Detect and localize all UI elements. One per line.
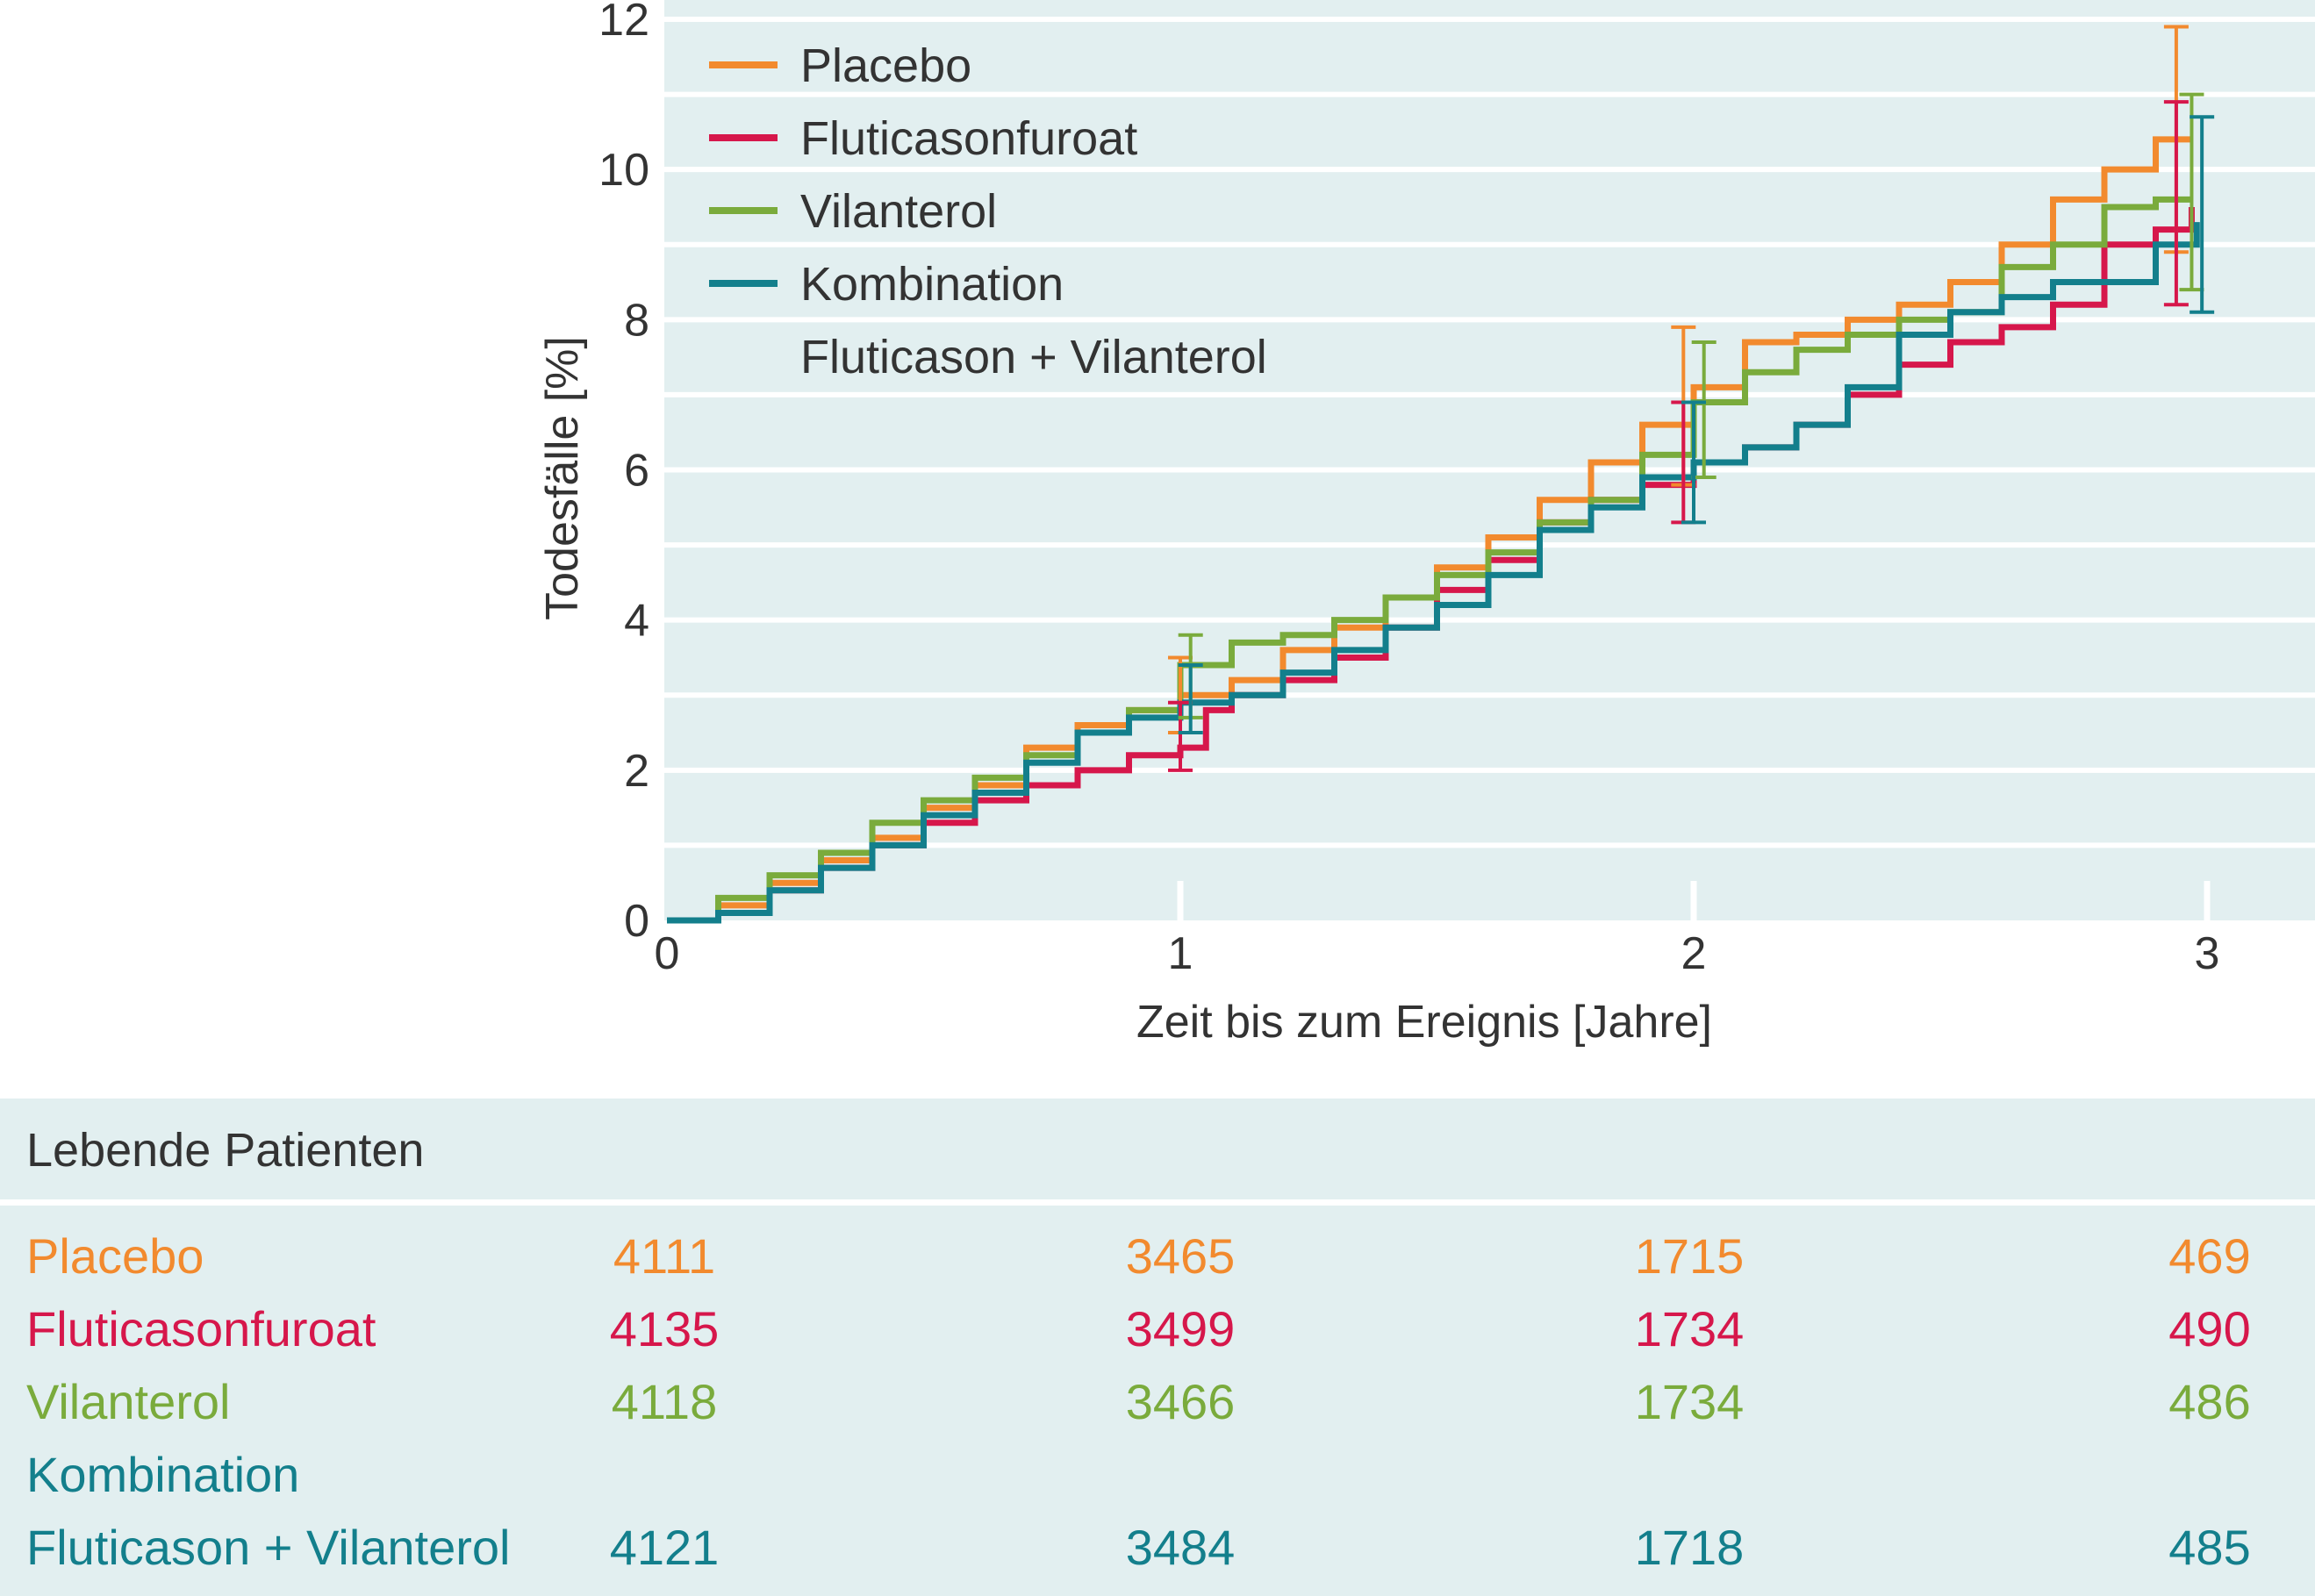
table-cell: 4111 (613, 1228, 716, 1284)
legend-label: Vilanterol (800, 185, 997, 238)
legend: Placebo Fluticasonfuroat Vilanterol Kombina… (709, 39, 1267, 383)
y-tick-label: 12 (598, 0, 649, 46)
y-tick-label: 2 (624, 746, 649, 797)
legend-label: Fluticason + Vilanterol (800, 331, 1267, 383)
table-cell: 3465 (1125, 1228, 1236, 1284)
y-tick-label: 6 (624, 446, 649, 497)
table-cell: 3466 (1125, 1374, 1236, 1429)
table-cell: 3484 (1125, 1520, 1236, 1575)
x-tick-label: 2 (1681, 928, 1707, 979)
y-tick-label: 4 (624, 596, 649, 647)
legend-label: Kombination (800, 258, 1064, 311)
series-lines (667, 136, 2200, 924)
table-divider (0, 1199, 2315, 1206)
table-cell: 4121 (609, 1520, 720, 1575)
x-tick-label: 1 (1168, 928, 1193, 979)
y-axis-label: Todesfälle [%] (537, 336, 588, 620)
table-cell: 4118 (611, 1374, 718, 1429)
plot-area (664, 0, 2315, 920)
error-bars (1168, 25, 2215, 772)
table-cell: 469 (2168, 1228, 2251, 1284)
table-row-label: Fluticason + Vilanterol (26, 1520, 511, 1575)
patients-table: Lebende Patienten Placebo 4111 3465 1715 469… (0, 1099, 2315, 1596)
x-tick-label: 3 (2195, 928, 2220, 979)
legend-label: Fluticasonfuroat (800, 112, 1137, 165)
table-cell: 3499 (1125, 1301, 1236, 1356)
x-axis-ticks: 0 1 2 3 (655, 881, 2220, 979)
y-tick-label: 0 (624, 896, 649, 947)
table-row-label: Placebo (26, 1228, 204, 1284)
gridlines (664, 17, 2315, 924)
y-axis-ticks: 0 2 4 6 8 10 12 (598, 0, 649, 947)
table-cell: 1734 (1634, 1374, 1745, 1429)
x-tick-label: 0 (655, 928, 680, 979)
table-cell: 1718 (1634, 1520, 1745, 1575)
legend-label: Placebo (800, 39, 971, 92)
table-cell: 490 (2168, 1301, 2251, 1356)
table-cell: 1715 (1634, 1228, 1745, 1284)
table-row-label: Fluticasonfuroat (26, 1301, 376, 1356)
table-title: Lebende Patienten (26, 1124, 425, 1177)
table-row-label: Vilanterol (26, 1374, 231, 1429)
series-line-kombination (667, 222, 2200, 924)
y-tick-label: 8 (624, 295, 649, 346)
table-cell: 485 (2168, 1520, 2251, 1575)
x-axis-label: Zeit bis zum Ereignis [Jahre] (1136, 997, 1712, 1048)
table-cell: 4135 (609, 1301, 720, 1356)
y-tick-label: 10 (598, 145, 649, 196)
table-cell: 486 (2168, 1374, 2251, 1429)
table-row-label: Kombination (26, 1447, 300, 1502)
table-cell: 1734 (1634, 1301, 1745, 1356)
